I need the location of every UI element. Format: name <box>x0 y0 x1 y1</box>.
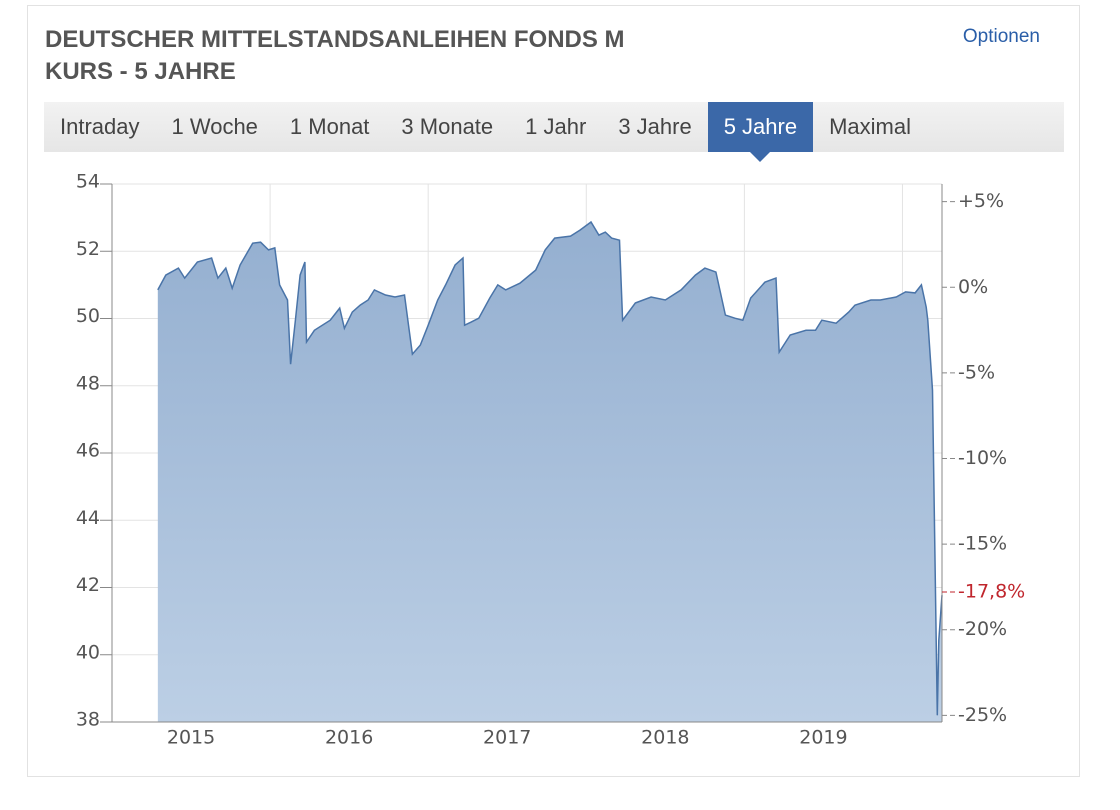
area <box>157 222 943 722</box>
line <box>157 220 943 716</box>
y2-tick-label: -10% <box>958 447 1007 469</box>
title-line: KURS - 5 JAHRE <box>45 58 236 85</box>
y-tick-label: 46 <box>76 440 100 462</box>
y2-tick-label: -15% <box>958 533 1007 555</box>
y2-tick-label: -20% <box>958 618 1007 640</box>
y-tick-label: 42 <box>76 574 100 596</box>
tab[interactable]: 1 Monat <box>289 114 370 139</box>
card <box>27 5 1080 777</box>
x-tick-label: 2019 <box>799 727 847 749</box>
tab[interactable]: Intraday <box>60 114 140 139</box>
x-tick-label: 2017 <box>483 727 531 749</box>
title-line: DEUTSCHER MITTELSTANDSANLEIHEN FONDS M <box>45 26 625 53</box>
y2-tick-label: 0% <box>958 276 988 298</box>
y2-tick-label: +5% <box>958 190 1004 212</box>
title: DEUTSCHER MITTELSTANDSANLEIHEN FONDS M KU… <box>45 24 625 88</box>
y-tick-label: 50 <box>76 305 100 327</box>
y-tick-label: 54 <box>76 171 100 193</box>
x-tick-label: 2018 <box>641 727 689 749</box>
last-change-label: -17,8% <box>958 581 1025 603</box>
y-tick-label: 48 <box>76 372 100 394</box>
options-link[interactable]: Optionen <box>962 26 1040 47</box>
x-tick-label: 2016 <box>325 727 373 749</box>
y2-tick-label: -5% <box>958 361 995 383</box>
x-tick-label: 2015 <box>167 727 215 749</box>
tab[interactable]: Maximal <box>829 114 911 139</box>
tab[interactable]: 3 Monate <box>401 114 494 139</box>
tab[interactable]: 3 Jahre <box>618 114 692 139</box>
y2-tick-label: -25% <box>958 704 1007 726</box>
tab[interactable]: 1 Jahr <box>525 114 587 139</box>
y-tick-label: 44 <box>76 507 100 529</box>
y-tick-label: 52 <box>76 238 100 260</box>
tab-bar: Intraday 1 Woche 1 Monat 3 Monate 1 Jahr 3 Ja… <box>44 102 1064 162</box>
y-tick-label: 38 <box>76 709 100 731</box>
tab[interactable]: 5 Jahre <box>707 102 814 162</box>
y-tick-label: 40 <box>76 641 100 663</box>
tab[interactable]: 1 Woche <box>171 114 258 139</box>
